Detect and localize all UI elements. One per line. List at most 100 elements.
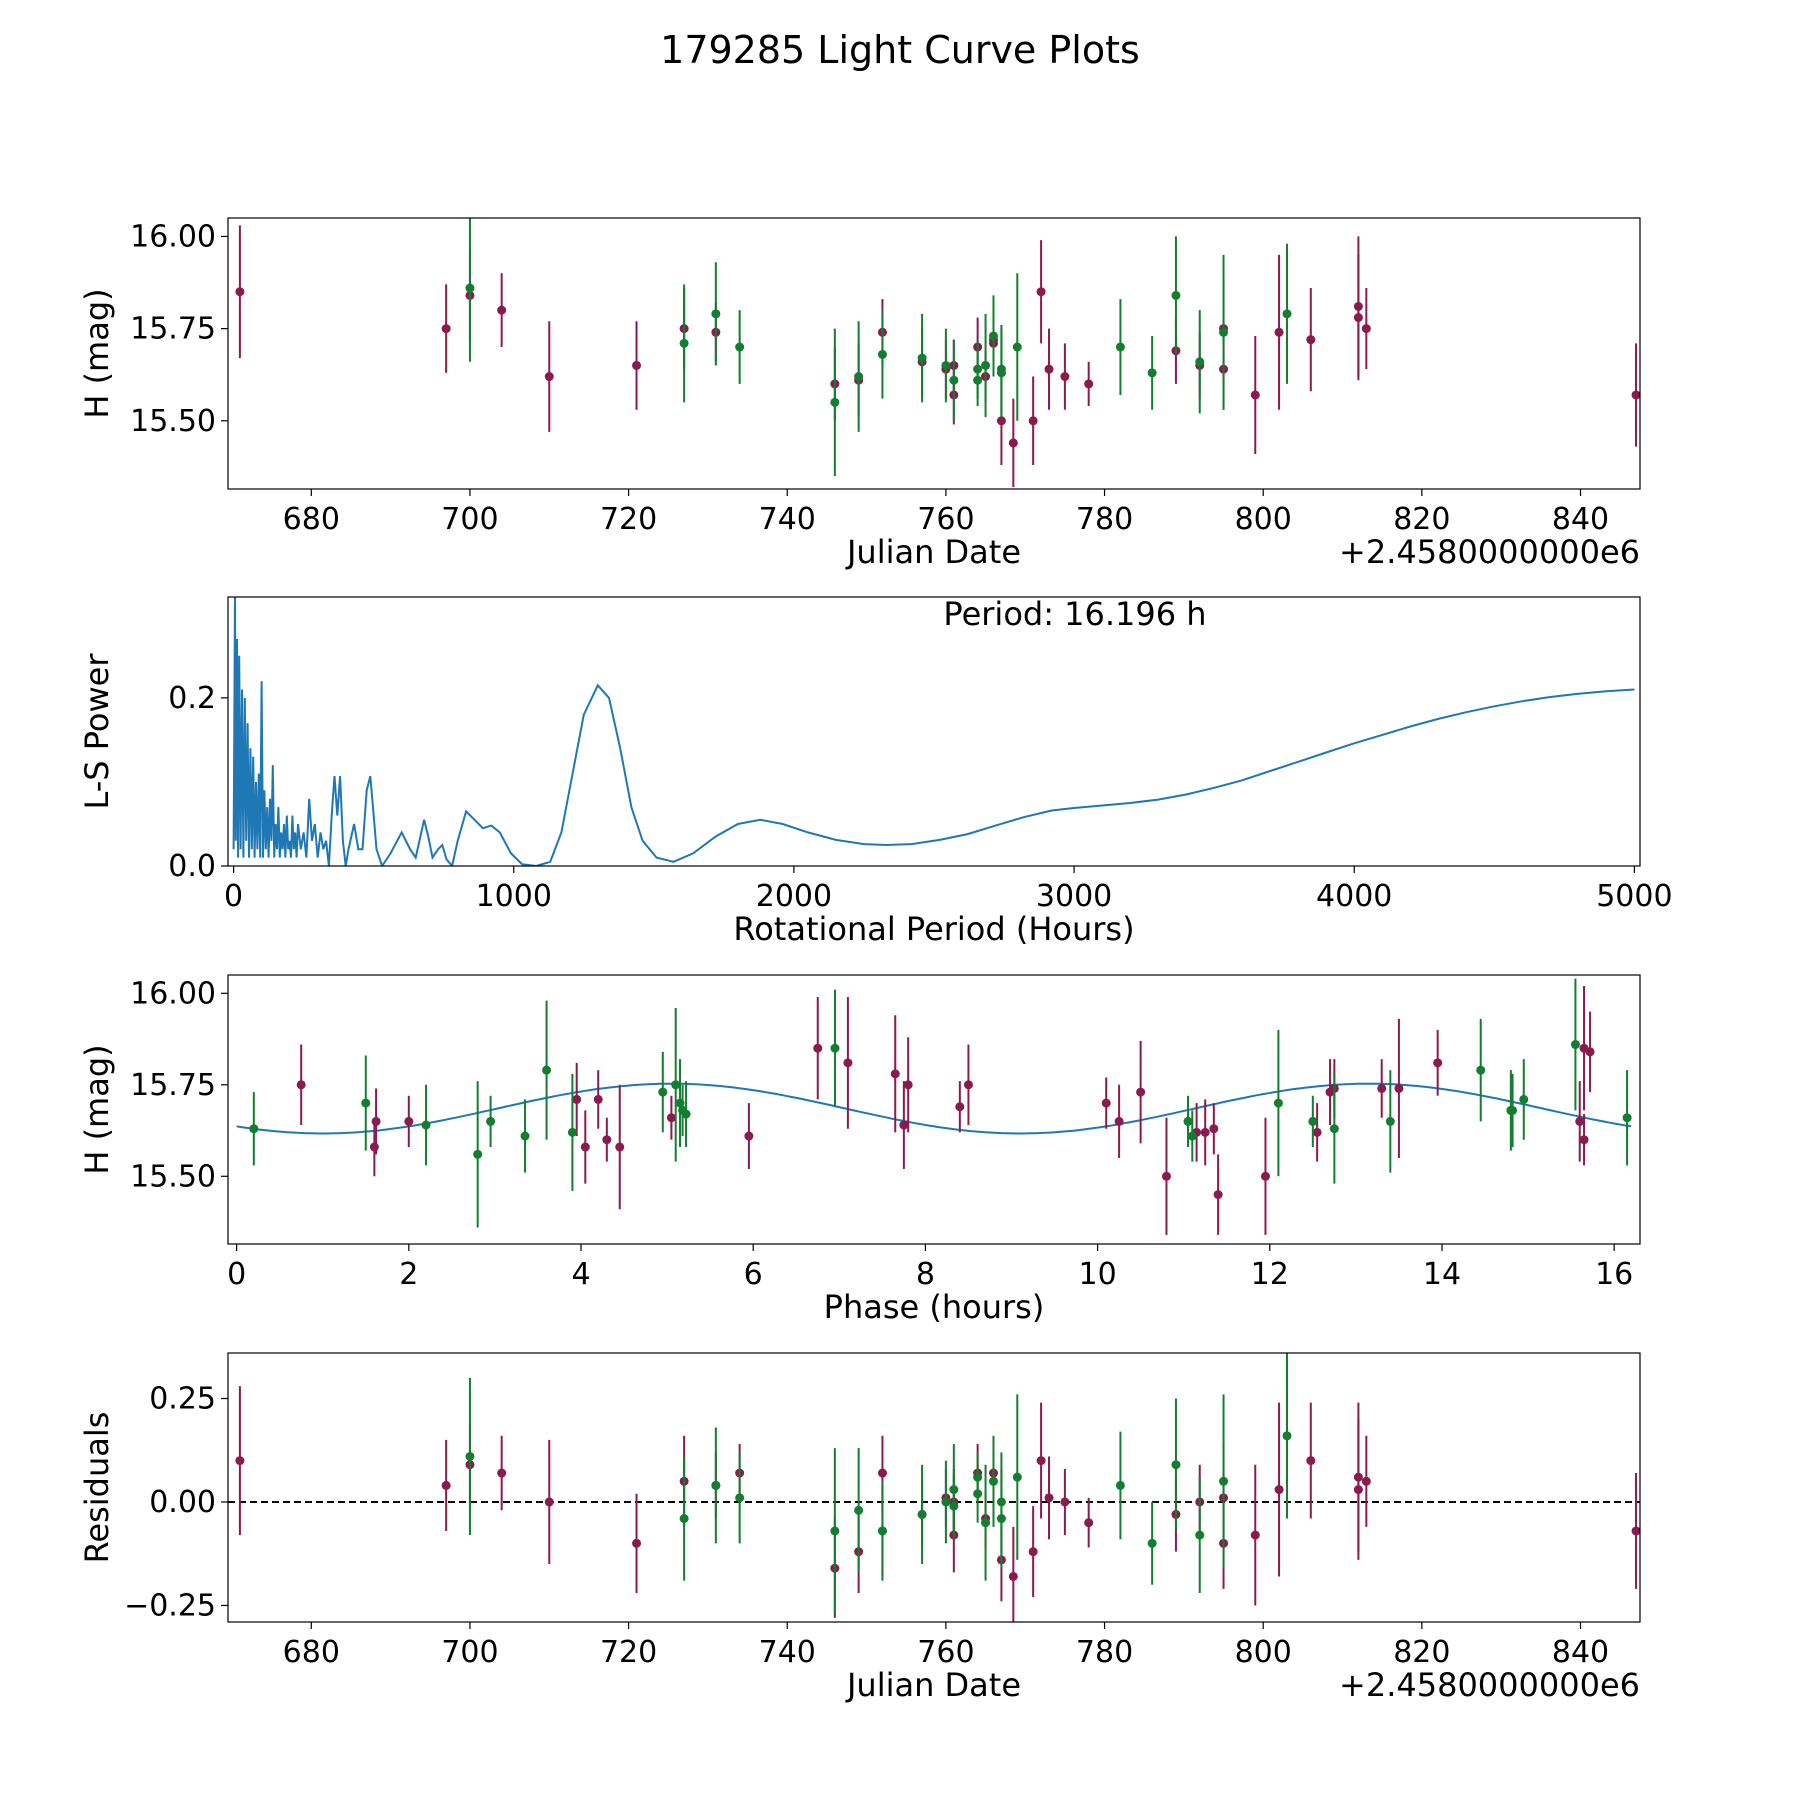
x-tick-label: 780: [1076, 1635, 1133, 1670]
y-tick-label: −0.25: [124, 1588, 216, 1623]
y-axis-label: L-S Power: [78, 653, 116, 810]
x-tick-label: 6: [744, 1257, 763, 1292]
y-tick-label: 15.50: [130, 1159, 216, 1194]
data-point-g: [830, 1043, 840, 1053]
data-point-r: [441, 324, 451, 334]
data-point-r: [1579, 1135, 1589, 1145]
data-point-r: [1353, 1485, 1363, 1495]
data-point-r: [1377, 1083, 1387, 1093]
data-point-g: [1219, 1476, 1229, 1486]
data-point-g: [486, 1116, 496, 1126]
data-point-r: [1312, 1127, 1322, 1137]
data-point-g: [465, 1451, 475, 1461]
data-point-g: [671, 1080, 681, 1090]
x-tick-label: 840: [1552, 502, 1609, 537]
data-point-r: [963, 1080, 973, 1090]
data-point-g: [681, 1109, 691, 1119]
data-point-g: [1195, 1530, 1205, 1540]
data-point-g: [949, 375, 959, 385]
y-tick-label: 0.00: [149, 1485, 216, 1520]
x-axis-label: Phase (hours): [824, 1288, 1045, 1326]
x-tick-label: 4000: [1316, 879, 1392, 914]
x-tick-label: 800: [1235, 502, 1292, 537]
data-point-r: [632, 1538, 642, 1548]
data-point-g: [1282, 1431, 1292, 1441]
y-tick-label: 0.25: [149, 1382, 216, 1417]
data-point-r: [371, 1116, 381, 1126]
data-point-g: [1219, 327, 1229, 337]
data-point-g: [1187, 1131, 1197, 1141]
panel-ls: 0 1000 2000 3000 4000 5000 0.0 0.2 Rotational Pe…: [78, 595, 1673, 948]
data-point-r: [632, 360, 642, 370]
data-point-g: [679, 338, 689, 348]
data-point-g: [988, 331, 998, 341]
data-point-r: [1361, 324, 1371, 334]
y-tick-label: 15.75: [130, 1068, 216, 1103]
x-tick-label: 700: [441, 502, 498, 537]
data-point-g: [1508, 1105, 1518, 1115]
data-point-g: [1171, 290, 1181, 300]
data-point-r: [1306, 335, 1316, 345]
data-point-r: [1028, 416, 1038, 426]
data-point-r: [497, 305, 507, 315]
data-point-g: [1570, 1040, 1580, 1050]
data-point-g: [1308, 1116, 1318, 1126]
x-tick-label: 12: [1251, 1257, 1289, 1292]
data-point-r: [877, 1468, 887, 1478]
data-point-r: [593, 1094, 603, 1104]
x-tick-label: 740: [759, 1635, 816, 1670]
data-point-g: [1273, 1098, 1283, 1108]
data-point-r: [615, 1142, 625, 1152]
y-tick-label: 15.75: [130, 312, 216, 347]
data-point-g: [421, 1120, 431, 1130]
data-point-r: [1394, 1083, 1404, 1093]
data-point-r: [1161, 1171, 1171, 1181]
data-point-g: [877, 1526, 887, 1536]
x-tick-label: 14: [1423, 1257, 1461, 1292]
x-axis-label: Julian Date: [845, 533, 1021, 571]
data-point-g: [249, 1124, 259, 1134]
data-point-g: [854, 1505, 864, 1515]
data-point-g: [941, 1497, 951, 1507]
data-point-r: [602, 1135, 612, 1145]
data-point-r: [890, 1069, 900, 1079]
data-point-g: [1385, 1116, 1395, 1126]
x-tick-label: 820: [1393, 1635, 1450, 1670]
data-point-g: [735, 342, 745, 352]
data-point-g: [361, 1098, 371, 1108]
data-point-g: [854, 372, 864, 382]
data-point-r: [899, 1120, 909, 1130]
x-tick-label: 720: [600, 1635, 657, 1670]
data-point-r: [744, 1131, 754, 1141]
x-tick-label: 780: [1076, 502, 1133, 537]
data-point-r: [1274, 327, 1284, 337]
x-tick-label: 820: [1393, 502, 1450, 537]
data-point-g: [981, 360, 991, 370]
data-point-r: [544, 372, 554, 382]
data-point-r: [1585, 1047, 1595, 1057]
data-point-r: [1361, 1476, 1371, 1486]
data-point-r: [1433, 1058, 1443, 1068]
x-axis-label: Rotational Period (Hours): [733, 910, 1134, 948]
data-point-r: [441, 1480, 451, 1490]
data-point-g: [679, 1514, 689, 1524]
data-point-g: [1147, 1538, 1157, 1548]
data-point-r: [1114, 1116, 1124, 1126]
data-point-r: [544, 1497, 554, 1507]
data-point-g: [1282, 309, 1292, 319]
x-offset-label: +2.4580000000e6: [1339, 533, 1640, 571]
data-point-g: [711, 1480, 721, 1490]
data-point-g: [1115, 1480, 1125, 1490]
data-point-r: [903, 1080, 913, 1090]
data-point-r: [1631, 390, 1640, 400]
data-point-g: [830, 397, 840, 407]
plot-area: [232, 597, 1635, 866]
data-point-g: [735, 1493, 745, 1503]
data-point-r: [572, 1094, 582, 1104]
x-tick-label: 760: [917, 502, 974, 537]
plot-area: [235, 218, 1640, 488]
plot-area: [236, 978, 1632, 1235]
data-point-g: [1147, 368, 1157, 378]
y-axis-label: H (mag): [78, 1044, 116, 1174]
